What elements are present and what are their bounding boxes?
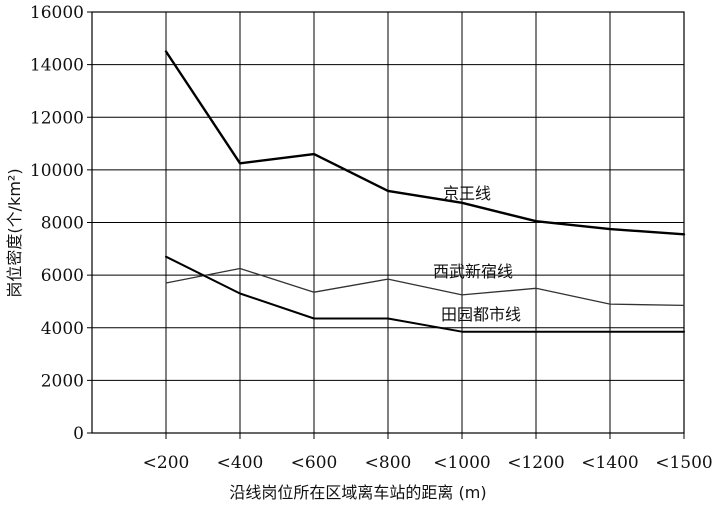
y-tick-label: 8000 xyxy=(41,214,84,234)
y-tick-label: 16000 xyxy=(30,3,84,23)
series-lines xyxy=(164,50,686,333)
series-line-0 xyxy=(164,50,686,236)
series-label-seibu-shinjuku: 西武新宿线 xyxy=(433,262,513,281)
x-tick-label: <800 xyxy=(365,453,412,473)
labels: 0 2000 4000 6000 8000 10000 12000 14000 16000 <20… xyxy=(30,3,713,473)
y-tick-label: 4000 xyxy=(41,319,84,339)
x-tick-label: <600 xyxy=(291,453,338,473)
x-tick-label: <1500 xyxy=(655,453,713,473)
x-axis-title: 沿线岗位所在区域离车站的距离 (m) xyxy=(229,483,486,502)
y-tick-label: 14000 xyxy=(30,56,84,76)
y-tick-label: 0 xyxy=(73,424,84,444)
y-axis-title: 岗位密度(个/km²) xyxy=(5,168,24,297)
y-tick-label: 10000 xyxy=(30,161,84,181)
y-tick-label: 2000 xyxy=(41,371,84,391)
y-tick-label: 6000 xyxy=(41,266,84,286)
series-line-2 xyxy=(165,255,685,333)
gridlines xyxy=(92,11,685,434)
series-label-den-en-toshi: 田园都市线 xyxy=(441,305,521,324)
x-tick-label: <1200 xyxy=(507,453,565,473)
series-line-1 xyxy=(165,267,685,307)
x-tick-label: <1400 xyxy=(581,453,639,473)
x-tick-label: <200 xyxy=(143,453,190,473)
series-label-keio: 京王线 xyxy=(443,184,491,203)
y-tick-label: 12000 xyxy=(30,108,84,128)
x-tick-label: <1000 xyxy=(433,453,491,473)
axes xyxy=(87,11,685,439)
plot-frame xyxy=(91,11,685,434)
x-tick-label: <400 xyxy=(217,453,264,473)
